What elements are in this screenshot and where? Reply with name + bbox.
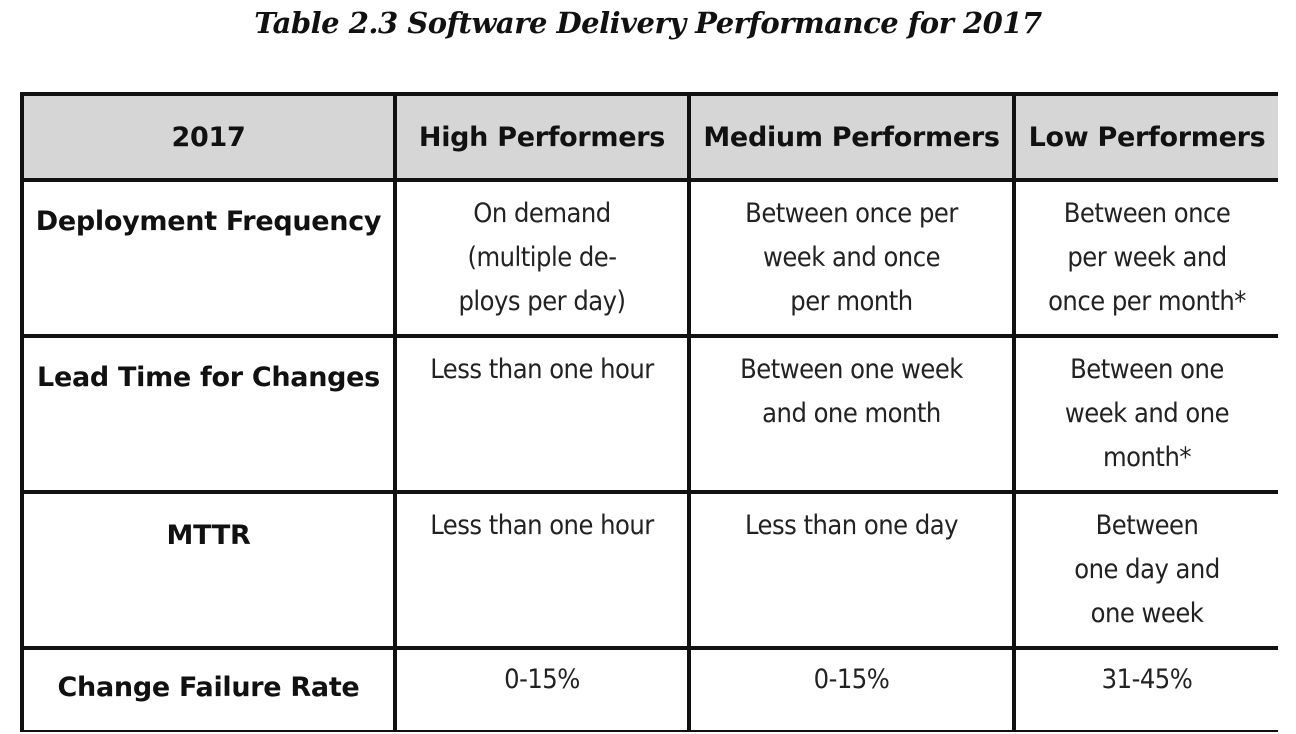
table-caption: Table 2.3 Software Delivery Performance …: [254, 6, 1042, 40]
performance-table-frame: 2017 High Performers Medium Performers L…: [20, 92, 1278, 732]
cell-line: Less than one day: [744, 510, 959, 541]
cell-line: month*: [1103, 442, 1191, 473]
cell-medium: 0-15%: [691, 650, 1012, 730]
table-row: Change Failure Rate 0-15% 0-15% 31-45%: [24, 650, 1278, 730]
row-label-lead-time-for-changes: Lead Time for Changes: [24, 338, 393, 490]
cell-line: 0-15%: [504, 664, 580, 695]
cell-line: and one month: [762, 398, 941, 429]
cell-low: Between one day and one week: [1016, 494, 1278, 646]
header-row: 2017 High Performers Medium Performers L…: [24, 96, 1278, 178]
cell-line: Less than one hour: [430, 354, 654, 385]
cell-line: per month: [790, 286, 913, 317]
row-label-change-failure-rate: Change Failure Rate: [24, 650, 393, 730]
cell-line: (multiple de-: [467, 242, 617, 273]
cell-line: ploys per day): [458, 286, 627, 317]
cell-high: Less than one hour: [397, 338, 687, 490]
cell-line: one week: [1090, 598, 1204, 629]
cell-low: Between one week and one month*: [1016, 338, 1278, 490]
cell-line: per week and: [1067, 242, 1227, 273]
cell-high: Less than one hour: [397, 494, 687, 646]
cell-line: Between one: [1070, 354, 1224, 385]
cell-line: On demand: [473, 198, 611, 229]
cell-medium: Between once per week and once per month: [691, 182, 1012, 334]
cell-low: 31-45%: [1016, 650, 1278, 730]
cell-high: 0-15%: [397, 650, 687, 730]
cell-line: one day and: [1074, 554, 1220, 585]
header-year: 2017: [24, 96, 393, 178]
table-row: Lead Time for Changes Less than one hour…: [24, 338, 1278, 490]
cell-medium: Between one week and one month: [691, 338, 1012, 490]
cell-low: Between once per week and once per month…: [1016, 182, 1278, 334]
cell-line: Less than one hour: [430, 510, 654, 541]
row-label-mttr: MTTR: [24, 494, 393, 646]
cell-line: Between one week: [740, 354, 963, 385]
cell-line: Between once per: [745, 198, 958, 229]
cell-line: Between once: [1063, 198, 1231, 229]
table-row: Deployment Frequency On demand (multiple…: [24, 182, 1278, 334]
cell-line: week and one: [1064, 398, 1230, 429]
cell-medium: Less than one day: [691, 494, 1012, 646]
cell-line: 0-15%: [813, 664, 890, 695]
cell-line: 31-45%: [1101, 664, 1193, 695]
row-label-deployment-frequency: Deployment Frequency: [24, 182, 393, 334]
performance-table: 2017 High Performers Medium Performers L…: [20, 92, 1282, 734]
header-high-performers: High Performers: [397, 96, 687, 178]
cell-high: On demand (multiple de- ploys per day): [397, 182, 687, 334]
cell-line: week and once: [762, 242, 941, 273]
cell-line: Between: [1095, 510, 1199, 541]
table-row: MTTR Less than one hour Less than one da…: [24, 494, 1278, 646]
cell-line: once per month*: [1048, 286, 1246, 317]
header-low-performers: Low Performers: [1016, 96, 1278, 178]
header-medium-performers: Medium Performers: [691, 96, 1012, 178]
